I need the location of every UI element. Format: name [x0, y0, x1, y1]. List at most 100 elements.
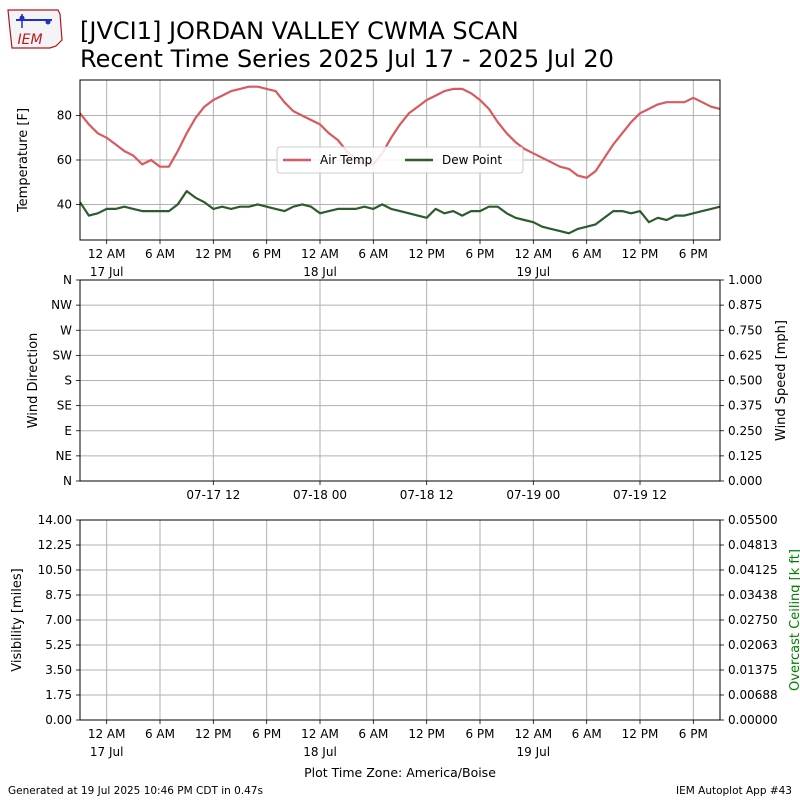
y-tick-label: NE	[55, 449, 72, 463]
x-tick-sublabel: 19 Jul	[517, 745, 551, 759]
y-axis-label: Visibility [miles]	[10, 568, 25, 671]
x-tick-label: 6 AM	[145, 247, 175, 261]
y-tick-label: N	[63, 273, 72, 287]
y2-tick-label: 0.625	[728, 348, 762, 362]
x-tick-label: 6 AM	[358, 727, 388, 741]
x-tick-label: 07-19 00	[506, 488, 560, 502]
chart-subtitle: Recent Time Series 2025 Jul 17 - 2025 Ju…	[80, 45, 614, 73]
y2-tick-label: 0.125	[728, 449, 762, 463]
y2-tick-label: 0.02063	[728, 638, 778, 652]
y2-tick-label: 0.375	[728, 399, 762, 413]
y-tick-label: 40	[57, 197, 72, 211]
x-tick-label: 12 PM	[195, 247, 232, 261]
legend-box	[276, 146, 524, 174]
axes-frame	[79, 279, 721, 482]
x-tick-label: 12 AM	[88, 247, 126, 261]
y-tick-label: NW	[51, 298, 72, 312]
x-tick-label: 12 PM	[408, 247, 445, 261]
x-tick-label: 07-18 00	[293, 488, 347, 502]
y-tick-label: 80	[57, 109, 72, 123]
y2-tick-label: 0.00688	[728, 688, 778, 702]
y2-tick-label: 1.000	[728, 273, 762, 287]
y-tick-label: 12.25	[38, 538, 72, 552]
x-tick-label: 07-17 12	[186, 488, 240, 502]
x-tick-label: 07-18 12	[400, 488, 454, 502]
y-tick-label: 7.00	[45, 613, 72, 627]
x-tick-sublabel: 17 Jul	[90, 265, 124, 279]
x-tick-label: 07-19 12	[613, 488, 667, 502]
x-tick-label: 12 AM	[301, 727, 339, 741]
y2-tick-label: 0.000	[728, 474, 762, 488]
y2-tick-label: 0.04813	[728, 538, 778, 552]
visibility-panel: 12 AM 17 Jul 6 AM 12 PM 6 PM 12 AM 18 Jul 6 AM 1…	[10, 513, 800, 780]
legend: Air Temp Dew Point	[276, 146, 524, 174]
x-tick-label: 12 PM	[195, 727, 232, 741]
y-tick-label: E	[64, 424, 72, 438]
y2-tick-label: 0.03438	[728, 588, 778, 602]
y2-tick-label: 0.02750	[728, 613, 778, 627]
air-temp-line	[79, 85, 721, 179]
y2-tick-label: 0.250	[728, 424, 762, 438]
y-tick-label: SE	[57, 399, 72, 413]
x-tick-label: 6 PM	[679, 727, 708, 741]
wind-panel: 07-17 12 07-18 00 07-18 12 07-19 00 07-19 12…	[26, 273, 789, 502]
y-tick-label: SW	[53, 348, 73, 362]
y2-tick-label: 0.04125	[728, 563, 778, 577]
dew-point-line	[79, 190, 721, 235]
y-tick-label: N	[63, 474, 72, 488]
x-tick-sublabel: 17 Jul	[90, 745, 124, 759]
x-tick-label: 6 AM	[145, 727, 175, 741]
logo-text: IEM	[17, 32, 42, 48]
x-tick-label: 12 PM	[622, 247, 659, 261]
y2-axis-label: Wind Speed [mph]	[774, 320, 789, 441]
y-axis-label: Wind Direction	[26, 333, 41, 429]
x-axis-label: Plot Time Zone: America/Boise	[304, 765, 496, 780]
y-tick-label: 1.75	[45, 688, 72, 702]
y2-tick-label: 0.05500	[728, 513, 778, 527]
x-tick-label: 6 PM	[679, 247, 708, 261]
x-tick-label: 6 AM	[572, 727, 602, 741]
x-tick-label: 12 PM	[622, 727, 659, 741]
x-tick-label: 12 AM	[88, 727, 126, 741]
x-tick-sublabel: 18 Jul	[303, 745, 337, 759]
y2-tick-label: 0.875	[728, 298, 762, 312]
chart-title: [JVCI1] JORDAN VALLEY CWMA SCAN	[80, 17, 519, 45]
app-footer: IEM Autoplot App #43	[676, 785, 792, 797]
y-tick-label: 14.00	[38, 513, 72, 527]
y-tick-label: W	[60, 323, 72, 337]
x-tick-label: 6 AM	[358, 247, 388, 261]
generated-footer: Generated at 19 Jul 2025 10:46 PM CDT in…	[8, 785, 263, 797]
x-tick-label: 12 AM	[515, 247, 553, 261]
x-tick-sublabel: 19 Jul	[517, 265, 551, 279]
y-tick-label: 5.25	[45, 638, 72, 652]
y-tick-label: 60	[57, 153, 72, 167]
x-tick-label: 6 PM	[252, 727, 281, 741]
x-tick-label: 6 PM	[465, 727, 494, 741]
y-tick-label: 0.00	[45, 713, 72, 727]
x-tick-label: 6 PM	[252, 247, 281, 261]
x-tick-label: 12 AM	[515, 727, 553, 741]
y-tick-label: 10.50	[38, 563, 72, 577]
y2-axis-label: Overcast Ceiling [k ft]	[788, 549, 800, 691]
iem-logo: IEM	[7, 9, 63, 49]
x-tick-sublabel: 18 Jul	[303, 265, 337, 279]
x-tick-label: 12 AM	[301, 247, 339, 261]
y2-tick-label: 0.500	[728, 374, 762, 388]
y-tick-label: 8.75	[45, 588, 72, 602]
y-tick-label: S	[64, 374, 72, 388]
y2-tick-label: 0.01375	[728, 663, 778, 677]
axes-frame	[79, 79, 721, 241]
y2-tick-label: 0.750	[728, 323, 762, 337]
y-tick-label: 3.50	[45, 663, 72, 677]
y2-tick-label: 0.00000	[728, 713, 778, 727]
x-tick-label: 6 PM	[465, 247, 494, 261]
x-tick-label: 6 AM	[572, 247, 602, 261]
legend-label-dew-point: Dew Point	[442, 153, 502, 167]
axes-frame	[79, 519, 721, 721]
temperature-panel: 12 AM 17 Jul 6 AM 12 PM 6 PM 12 AM 18 Jul 6 AM 1…	[16, 79, 721, 279]
y-axis-label: Temperature [F]	[16, 108, 31, 213]
legend-label-air-temp: Air Temp	[320, 153, 372, 167]
x-tick-label: 12 PM	[408, 727, 445, 741]
